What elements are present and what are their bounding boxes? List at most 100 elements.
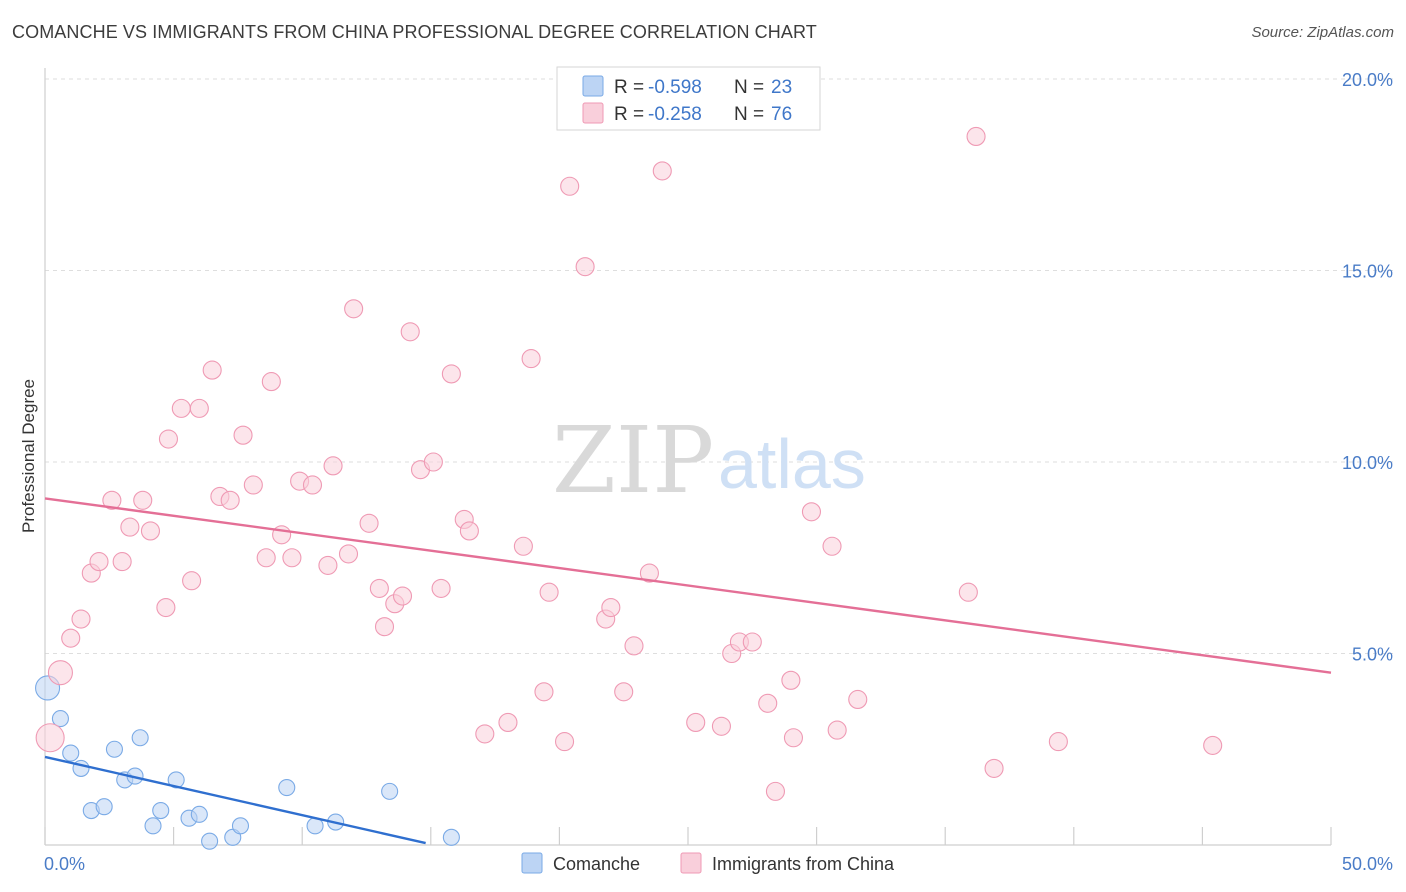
data-point	[984, 758, 1004, 778]
data-point	[711, 716, 731, 736]
data-point	[822, 536, 842, 556]
legend-r-label-1: R =	[614, 77, 644, 98]
data-point	[686, 712, 706, 732]
data-point	[282, 548, 302, 568]
x-tick-label: 0.0%	[44, 854, 85, 874]
data-point	[201, 832, 219, 850]
data-point	[958, 582, 978, 602]
data-point	[71, 609, 91, 629]
data-point	[848, 689, 868, 710]
data-point	[381, 782, 399, 800]
data-point	[765, 781, 785, 801]
data-point	[152, 801, 170, 820]
data-point	[781, 670, 801, 690]
data-point	[966, 126, 986, 146]
data-point	[202, 360, 222, 380]
data-point	[560, 176, 580, 196]
data-point	[498, 712, 518, 732]
data-point	[261, 372, 281, 392]
data-point	[392, 586, 413, 606]
data-point	[513, 536, 533, 556]
data-point	[359, 513, 379, 533]
trend-line-comanche	[44, 755, 426, 845]
data-point	[167, 771, 185, 789]
y-tick-label: 5.0%	[1352, 645, 1393, 665]
data-point	[801, 502, 822, 522]
data-point	[1203, 735, 1223, 755]
series-comanche	[35, 675, 460, 850]
legend-n-value-1: 23	[771, 77, 792, 98]
data-point	[344, 299, 364, 319]
data-point	[423, 452, 443, 472]
data-point	[624, 636, 644, 656]
data-point	[190, 805, 208, 823]
data-point	[189, 398, 209, 418]
data-point	[158, 429, 179, 449]
x-tick-marks	[44, 827, 1332, 845]
gridlines	[45, 78, 1393, 654]
data-point	[144, 817, 162, 835]
data-point	[278, 778, 296, 797]
data-point	[369, 578, 389, 598]
data-point	[758, 693, 778, 713]
data-point	[231, 817, 250, 835]
trend-line-immigrants-from-china	[44, 497, 1332, 674]
data-point	[554, 732, 575, 752]
data-point	[220, 490, 240, 510]
data-point	[338, 544, 359, 564]
legend-swatch-comanche	[582, 75, 604, 97]
data-point	[243, 475, 263, 495]
data-point	[318, 555, 338, 575]
watermark: ZIP atlas	[552, 407, 866, 514]
data-point	[374, 617, 395, 637]
data-point	[601, 597, 621, 618]
data-point	[47, 660, 73, 686]
legend-n-label-2: N =	[734, 104, 764, 125]
data-point	[539, 582, 559, 602]
x-tick-label: 50.0%	[1342, 854, 1393, 874]
x-tick-labels: 0.0% 50.0%	[44, 854, 1393, 874]
data-point	[534, 682, 554, 702]
data-point	[614, 682, 634, 702]
y-tick-label: 15.0%	[1342, 262, 1393, 282]
bottom-legend: Comanche Immigrants from China	[521, 852, 895, 874]
data-point	[112, 552, 132, 572]
data-point	[652, 161, 672, 181]
data-point	[1048, 732, 1068, 752]
data-point	[105, 740, 123, 758]
data-point	[120, 517, 140, 537]
data-point	[783, 728, 804, 748]
data-point	[742, 632, 762, 652]
series-layer	[35, 126, 1332, 850]
data-point	[61, 628, 81, 648]
y-axis-label: Professional Degree	[19, 379, 38, 533]
data-point	[233, 425, 253, 445]
data-point	[156, 597, 176, 618]
data-point	[95, 798, 113, 816]
data-point	[182, 571, 202, 591]
data-point	[441, 364, 461, 384]
data-point	[521, 349, 541, 369]
bottom-legend-comanche: Comanche	[553, 854, 640, 874]
data-point	[133, 490, 153, 510]
data-point	[575, 257, 595, 277]
legend-r-value-2: -0.258	[648, 104, 702, 125]
chart-title: COMANCHE VS IMMIGRANTS FROM CHINA PROFES…	[12, 22, 817, 42]
y-tick-label: 20.0%	[1342, 70, 1393, 90]
data-point	[256, 548, 276, 568]
data-point	[475, 724, 495, 744]
legend-r-value-1: -0.598	[648, 77, 702, 98]
legend-n-label-1: N =	[734, 77, 764, 98]
bottom-legend-swatch-china	[680, 852, 702, 874]
data-point	[323, 456, 343, 476]
source-label: Source: ZipAtlas.com	[1251, 24, 1394, 41]
data-point	[89, 552, 109, 572]
legend-swatch-china	[582, 102, 604, 124]
data-point	[431, 578, 451, 598]
legend-r-label-2: R =	[614, 104, 644, 125]
data-point	[51, 710, 69, 728]
y-tick-labels: 5.0% 10.0% 15.0% 20.0%	[1342, 70, 1393, 665]
bottom-legend-swatch-comanche	[521, 852, 543, 874]
data-point	[62, 744, 80, 762]
